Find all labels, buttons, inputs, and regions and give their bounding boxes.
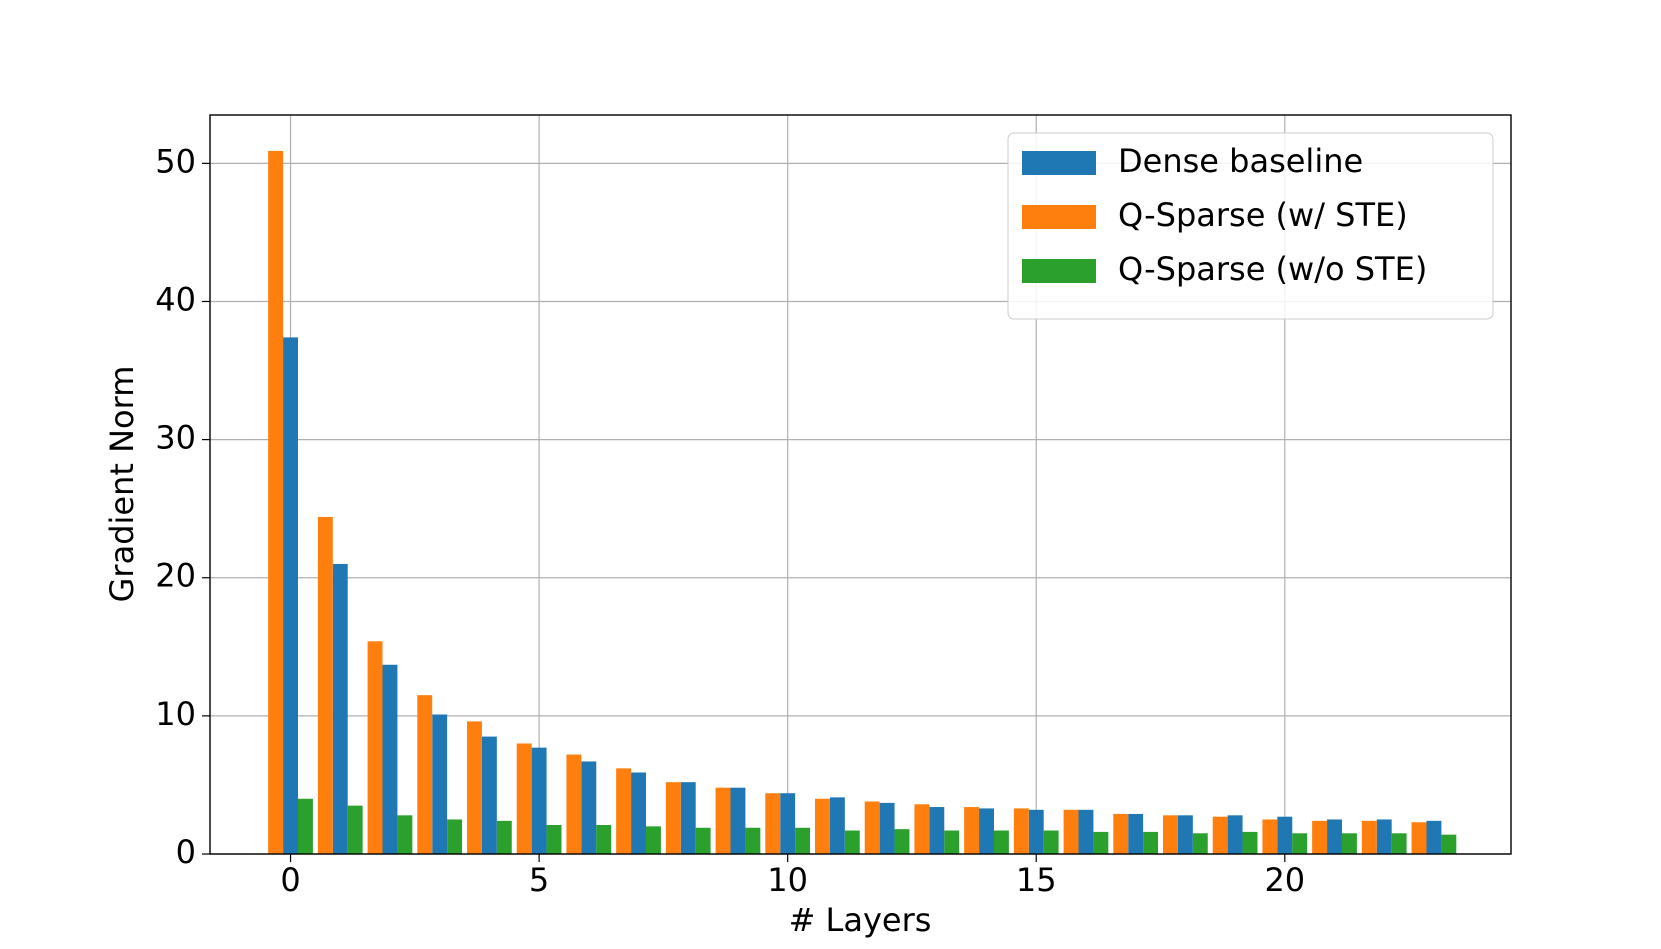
bar — [730, 787, 746, 854]
y-tick-label: 40 — [155, 280, 196, 318]
y-axis-label: Gradient Norm — [103, 366, 141, 603]
bar — [1312, 820, 1328, 854]
bar — [745, 827, 761, 854]
bar — [1242, 831, 1258, 854]
bar — [1013, 808, 1029, 854]
bar — [1043, 830, 1059, 854]
y-tick-label: 10 — [155, 695, 196, 733]
bar — [695, 827, 711, 854]
y-tick-label: 30 — [155, 419, 196, 457]
bar — [1128, 813, 1144, 854]
bar — [616, 768, 632, 854]
bar — [1341, 833, 1357, 854]
bar — [1262, 819, 1278, 854]
bar — [1163, 815, 1178, 854]
bar — [979, 808, 994, 854]
bar — [944, 830, 960, 854]
bar — [481, 736, 497, 854]
bar — [1113, 813, 1129, 854]
bar — [894, 829, 910, 854]
bar — [1192, 833, 1208, 854]
bar — [516, 743, 532, 854]
bar — [795, 827, 811, 854]
bar — [1361, 820, 1377, 854]
bar — [1227, 815, 1243, 854]
bar — [879, 802, 895, 854]
y-tick-label: 20 — [155, 557, 196, 595]
bar — [566, 754, 582, 854]
bar — [596, 824, 612, 854]
bar — [680, 782, 696, 854]
y-tick-label: 50 — [155, 142, 196, 180]
x-tick-label: 5 — [529, 861, 549, 899]
x-tick-label: 15 — [1016, 861, 1057, 899]
legend-label: Dense baseline — [1118, 142, 1363, 180]
bar — [317, 516, 333, 854]
legend-swatch — [1022, 259, 1096, 283]
bar — [1441, 834, 1457, 854]
bar — [1212, 816, 1228, 854]
bar — [765, 793, 781, 854]
bar — [283, 337, 298, 855]
bar — [1327, 819, 1342, 854]
bar — [382, 664, 398, 854]
bar — [715, 787, 731, 854]
bar — [665, 782, 681, 854]
bar — [1028, 809, 1044, 854]
legend-label: Q-Sparse (w/ STE) — [1118, 196, 1408, 234]
bar — [914, 804, 930, 854]
bar — [1391, 833, 1407, 854]
bar — [367, 641, 383, 854]
legend: Dense baseline Q-Sparse (w/ STE) Q-Sparse … — [1007, 132, 1494, 320]
bar — [1277, 816, 1293, 854]
x-tick-label: 10 — [767, 861, 808, 899]
bar — [993, 830, 1009, 854]
bar — [531, 747, 547, 854]
legend-swatch — [1022, 151, 1096, 175]
bar — [268, 150, 284, 855]
bar — [1093, 831, 1109, 854]
bar — [864, 801, 880, 854]
bar — [964, 807, 980, 854]
bar — [467, 721, 482, 854]
bar — [397, 815, 413, 854]
bar — [645, 826, 661, 854]
bar — [1143, 831, 1159, 854]
bar — [432, 714, 448, 854]
bar — [631, 772, 646, 854]
bar — [844, 830, 860, 854]
x-tick-label: 20 — [1264, 861, 1305, 899]
bar — [1292, 833, 1308, 854]
bar — [297, 798, 313, 854]
bar — [1063, 809, 1079, 854]
bar — [1376, 819, 1392, 854]
bar — [581, 761, 597, 854]
bar — [1426, 820, 1442, 854]
y-tick-label: 0 — [176, 833, 196, 871]
bar — [780, 793, 796, 854]
legend-label: Q-Sparse (w/o STE) — [1118, 250, 1427, 288]
x-tick-label: 0 — [280, 861, 300, 899]
bar — [447, 819, 463, 854]
legend-swatch — [1022, 205, 1096, 229]
bar — [929, 807, 945, 854]
bar — [332, 563, 348, 854]
x-axis-label: # Layers — [789, 901, 932, 939]
bar — [815, 798, 830, 854]
bar — [1177, 815, 1193, 854]
legend-box — [1007, 132, 1494, 320]
bar — [829, 797, 845, 854]
bar — [347, 805, 363, 854]
bar — [546, 824, 562, 854]
bar — [417, 695, 433, 854]
bar — [1078, 809, 1094, 854]
bar — [1411, 822, 1427, 854]
bar — [496, 820, 512, 854]
plot-frame — [209, 114, 1512, 855]
